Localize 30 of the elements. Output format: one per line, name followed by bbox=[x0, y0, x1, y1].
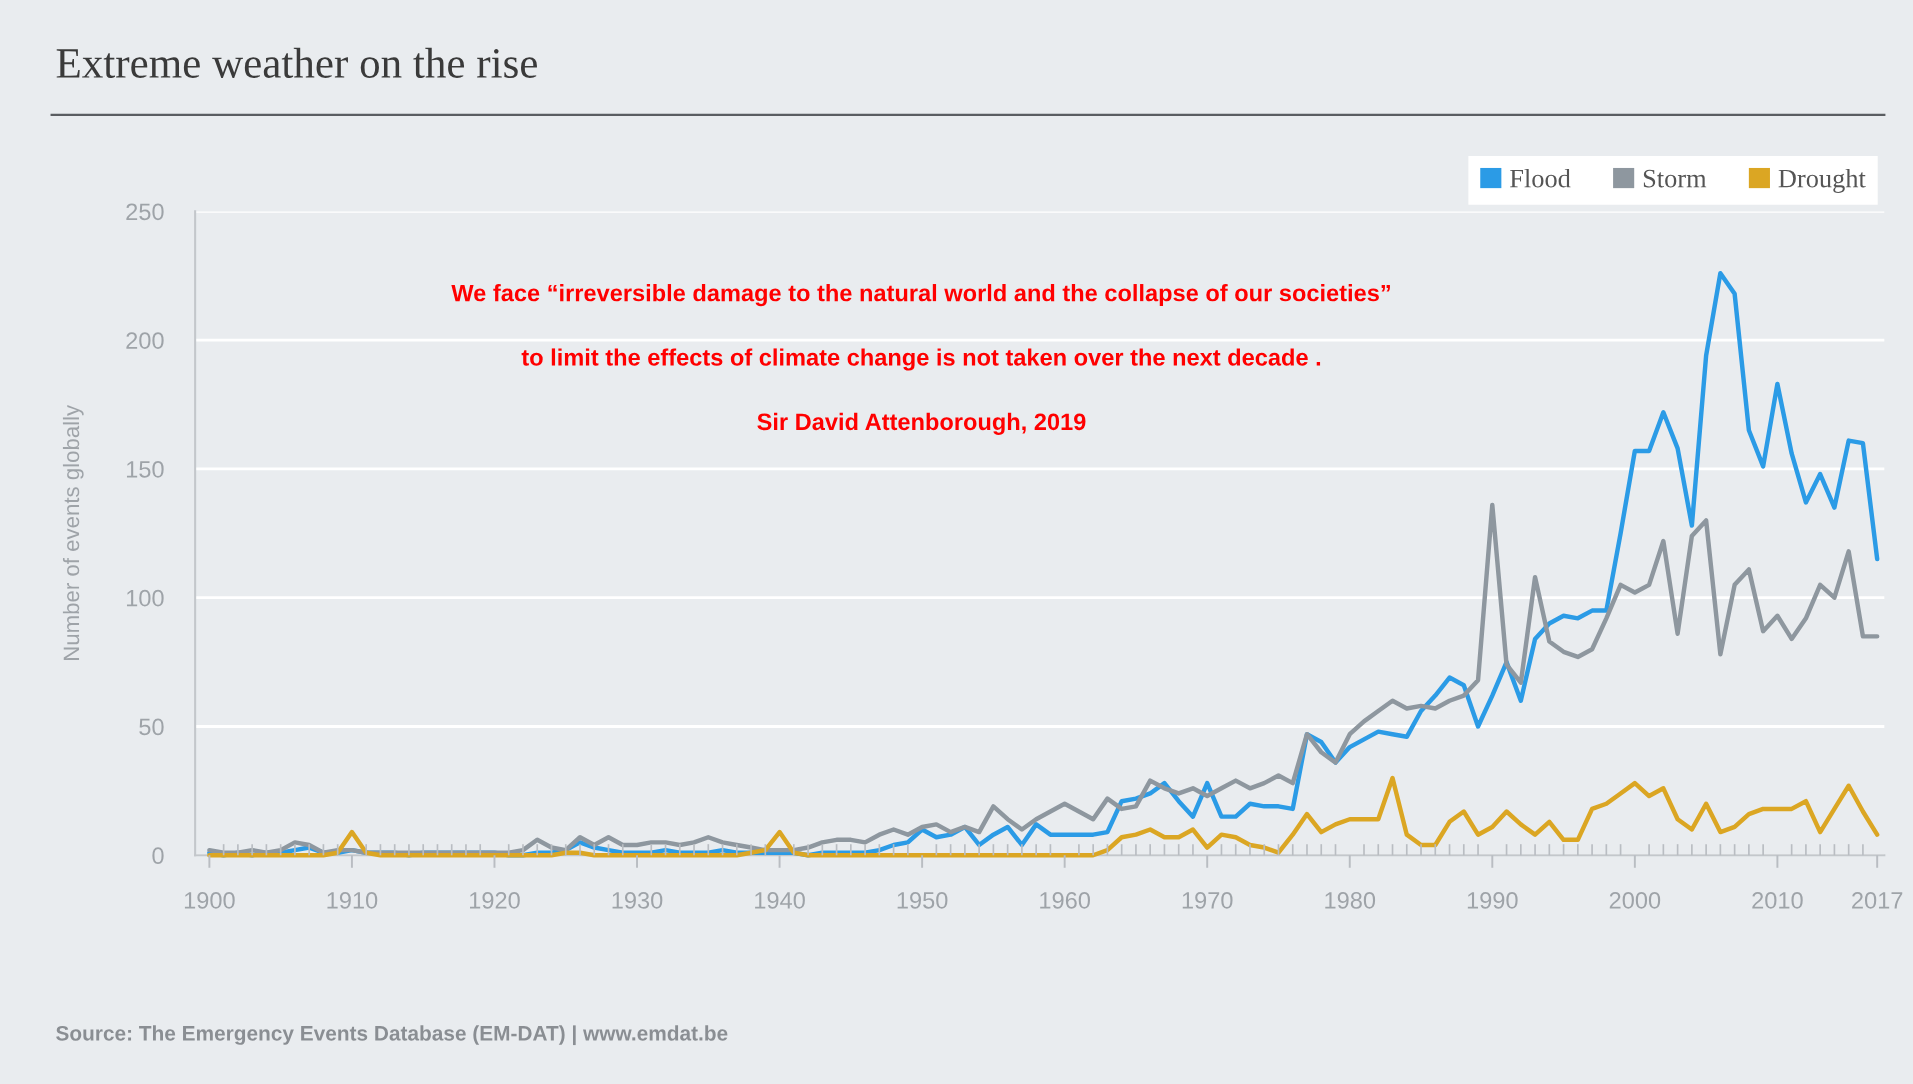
x-tick-label: 2017 bbox=[1852, 892, 1903, 909]
x-tick-label: 1910 bbox=[327, 892, 378, 909]
x-tick-label: 1900 bbox=[184, 892, 235, 909]
x-tick-label: 2000 bbox=[1609, 892, 1661, 909]
legend-label: Flood bbox=[1510, 168, 1571, 188]
chart-title: Extreme weather on the rise bbox=[56, 47, 537, 78]
legend-label: Drought bbox=[1778, 168, 1866, 193]
x-tick-label: 1980 bbox=[1325, 892, 1376, 909]
line-series bbox=[207, 502, 1880, 855]
x-tick-label: 2010 bbox=[1752, 892, 1803, 909]
x-tick-label: 1960 bbox=[1040, 892, 1090, 909]
annotation: Sir David Attenborough, 2019 bbox=[757, 412, 1086, 435]
annotation: We face “irreversible damage to the natural world and the collapse of our societies” bbox=[451, 284, 1390, 307]
x-tick-label: 1990 bbox=[1467, 892, 1518, 909]
x-tick-label: 1930 bbox=[612, 892, 663, 909]
legend-label: Storm bbox=[1643, 169, 1707, 188]
x-tick-label: 1950 bbox=[897, 892, 948, 909]
y-tick-label: 200 bbox=[126, 332, 164, 349]
x-tick-label: 1940 bbox=[755, 892, 805, 909]
y-tick-label: 250 bbox=[126, 203, 164, 221]
y-tick-label: 50 bbox=[139, 718, 164, 736]
y-tick-label: 0 bbox=[152, 847, 164, 865]
line-series bbox=[207, 775, 1880, 858]
y-axis-title: Number of events globally bbox=[62, 404, 84, 660]
x-tick-label: 1920 bbox=[470, 892, 520, 909]
y-tick-label: 100 bbox=[126, 589, 164, 607]
x-tick-label: 1970 bbox=[1182, 892, 1233, 909]
annotation: to limit the effects of climate change is not taken over the next decade . bbox=[521, 348, 1321, 371]
source-note: Source: The Emergency Events Database (EM-DAT) | www.emdat.be bbox=[56, 1025, 728, 1046]
y-tick-label: 150 bbox=[126, 461, 164, 478]
